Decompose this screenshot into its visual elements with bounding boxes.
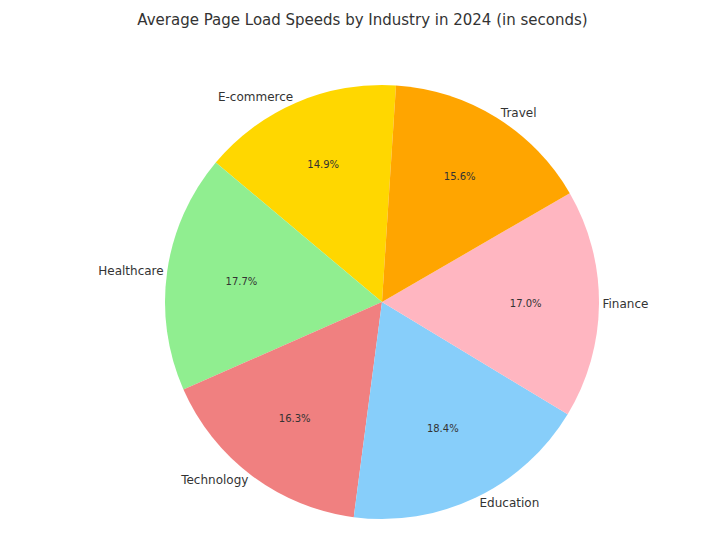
svg-text:14.9%: 14.9% (307, 159, 339, 170)
svg-text:E-commerce: E-commerce (218, 90, 293, 104)
svg-text:Average Page Load Speeds by In: Average Page Load Speeds by Industry in … (137, 11, 587, 29)
svg-text:Education: Education (480, 496, 540, 510)
svg-text:Travel: Travel (500, 106, 537, 120)
svg-text:17.0%: 17.0% (510, 298, 542, 309)
svg-text:Healthcare: Healthcare (98, 264, 163, 278)
svg-text:15.6%: 15.6% (444, 171, 476, 182)
svg-text:16.3%: 16.3% (279, 413, 311, 424)
svg-text:Technology: Technology (180, 473, 248, 487)
svg-text:18.4%: 18.4% (427, 423, 459, 434)
svg-text:17.7%: 17.7% (226, 276, 258, 287)
svg-text:Finance: Finance (602, 297, 648, 311)
